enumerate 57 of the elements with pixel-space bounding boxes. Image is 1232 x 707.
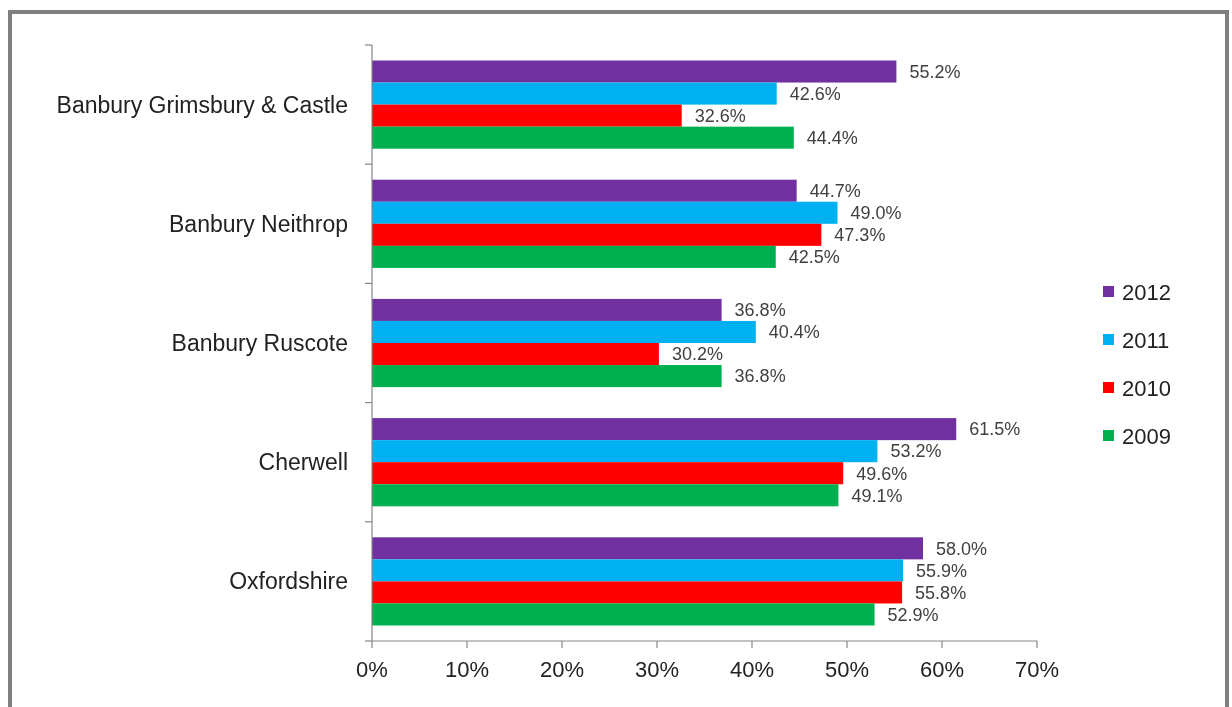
data-label: 49.6% — [856, 463, 908, 484]
x-tick-label: 10% — [444, 657, 490, 682]
bar — [372, 537, 923, 560]
bar — [372, 245, 776, 268]
legend-label: 2011 — [1122, 327, 1170, 353]
data-label: 53.2% — [890, 441, 942, 462]
data-label: 42.5% — [788, 247, 840, 268]
bar — [372, 462, 844, 485]
data-label: 47.3% — [834, 225, 886, 246]
data-label: 49.0% — [850, 203, 902, 224]
x-tick-label: 30% — [634, 657, 680, 682]
x-tick-label: 20% — [539, 657, 585, 682]
bar — [372, 343, 659, 366]
data-label: 30.2% — [671, 344, 723, 365]
data-label: 55.9% — [916, 560, 968, 581]
bar — [372, 60, 897, 83]
bar — [372, 201, 838, 224]
data-label: 55.2% — [909, 61, 961, 82]
x-tick-label: 50% — [824, 657, 870, 682]
bar — [372, 104, 682, 127]
bar — [372, 179, 797, 202]
data-label: 44.4% — [806, 127, 858, 148]
data-label: 55.8% — [915, 582, 967, 603]
bar — [372, 82, 777, 105]
bar — [372, 320, 756, 343]
bar — [372, 603, 875, 626]
bar — [372, 298, 722, 321]
legend-label: 2010 — [1122, 375, 1171, 401]
data-label: 49.1% — [851, 485, 903, 506]
data-label: 32.6% — [694, 105, 746, 126]
legend-label: 2012 — [1122, 279, 1171, 305]
data-label: 40.4% — [768, 322, 820, 343]
data-label: 36.8% — [734, 366, 786, 387]
bar — [372, 581, 903, 604]
bar — [372, 126, 794, 149]
y-tick-label: Cherwell — [258, 449, 348, 476]
bar — [372, 440, 878, 463]
bar — [372, 484, 839, 507]
x-tick-label: 60% — [919, 657, 965, 682]
bar — [372, 418, 957, 441]
y-tick-label: Banbury Neithrop — [169, 210, 348, 237]
data-label: 58.0% — [936, 538, 988, 559]
data-label: 42.6% — [789, 83, 841, 104]
bar — [372, 223, 822, 246]
x-tick-label: 40% — [729, 657, 775, 682]
data-label: 36.8% — [734, 300, 786, 321]
data-label: 44.7% — [809, 181, 861, 202]
data-label: 61.5% — [969, 419, 1021, 440]
y-tick-label: Banbury Grimsbury & Castle — [56, 91, 348, 118]
bar — [372, 365, 722, 388]
y-tick-label: Oxfordshire — [229, 568, 348, 595]
bar — [372, 559, 904, 582]
data-label: 52.9% — [887, 604, 939, 625]
y-tick-label: Banbury Ruscote — [171, 330, 348, 357]
x-tick-label: 70% — [1014, 657, 1060, 682]
x-tick-label: 0% — [356, 657, 388, 682]
legend-label: 2009 — [1122, 423, 1171, 449]
